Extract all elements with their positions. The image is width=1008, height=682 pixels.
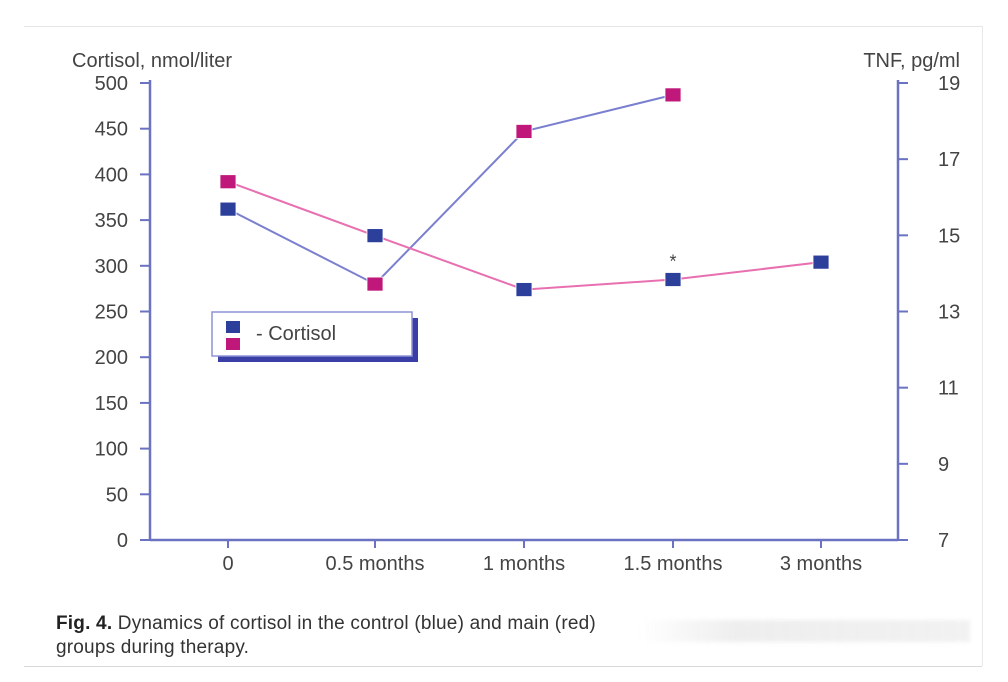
legend-box xyxy=(211,311,413,357)
left-tick-label: 50 xyxy=(106,484,128,506)
caption-line2: groups during therapy. xyxy=(56,637,250,658)
right-tick-label: 9 xyxy=(938,454,949,476)
right-tick-label: 15 xyxy=(938,225,960,247)
caption-text: Dynamics of cortisol in the control (blu… xyxy=(117,613,596,634)
left-ticks: 0 50 100 150 200 250 300 350 400 450 500 xyxy=(95,73,150,552)
left-tick-label: 500 xyxy=(95,73,128,95)
right-ticks: 7 9 11 13 15 17 19 xyxy=(898,73,960,552)
frame-bottom-line xyxy=(24,666,982,667)
x-ticks: 0 0.5 months 1 months 1.5 months 3 months xyxy=(222,540,862,575)
right-tick-label: 11 xyxy=(938,378,959,400)
series-2-marker xyxy=(664,272,682,287)
series-1-line xyxy=(227,93,674,286)
x-tick-label: 0 xyxy=(222,553,233,575)
series-1-marker xyxy=(219,201,237,217)
blurred-caption-overlay xyxy=(640,620,970,642)
series-2-marker xyxy=(366,228,384,244)
series-1-marker xyxy=(366,276,384,292)
left-tick-label: 450 xyxy=(95,119,128,141)
series-1-marker xyxy=(515,124,533,139)
left-tick-label: 300 xyxy=(95,256,128,278)
legend-marker-blue xyxy=(226,321,240,333)
legend-marker-red xyxy=(226,338,240,350)
x-tick-label: 1 months xyxy=(483,553,565,575)
left-tick-label: 250 xyxy=(95,302,128,324)
left-tick-label: 150 xyxy=(95,393,128,415)
series-1-marker xyxy=(664,87,682,103)
left-tick-label: 100 xyxy=(95,439,128,461)
series-2-marker xyxy=(515,282,533,297)
right-tick-label: 13 xyxy=(938,302,960,324)
caption-bold: Fig. 4. xyxy=(56,613,113,634)
frame-right-line xyxy=(982,26,983,666)
left-tick-label: 0 xyxy=(117,530,128,552)
right-tick-label: 17 xyxy=(938,149,960,171)
significance-asterisk: * xyxy=(669,252,676,272)
left-tick-label: 350 xyxy=(95,210,128,232)
left-tick-label: 400 xyxy=(95,164,128,186)
x-tick-label: 0.5 months xyxy=(326,553,425,575)
left-axis-label: Cortisol, nmol/liter xyxy=(72,50,232,72)
figure-caption: Fig. 4. Dynamics of cortisol in the cont… xyxy=(56,612,956,660)
right-tick-label: 19 xyxy=(938,73,960,95)
series-2-line xyxy=(227,180,822,291)
series-markers xyxy=(219,87,830,297)
x-tick-label: 3 months xyxy=(780,553,862,575)
frame-top-line xyxy=(24,26,982,27)
legend-label: - Cortisol xyxy=(256,323,336,345)
legend: - Cortisol xyxy=(211,311,418,362)
axes xyxy=(148,80,900,542)
left-tick-label: 200 xyxy=(95,347,128,369)
series-2-marker xyxy=(812,254,830,270)
x-tick-label: 1.5 months xyxy=(624,553,723,575)
right-tick-label: 7 xyxy=(938,530,949,552)
cortisol-tnf-chart: Cortisol, nmol/liter TNF, pg/ml 0 50 100 15… xyxy=(72,50,960,575)
series-2-marker xyxy=(219,174,237,190)
right-axis-label: TNF, pg/ml xyxy=(863,50,960,72)
